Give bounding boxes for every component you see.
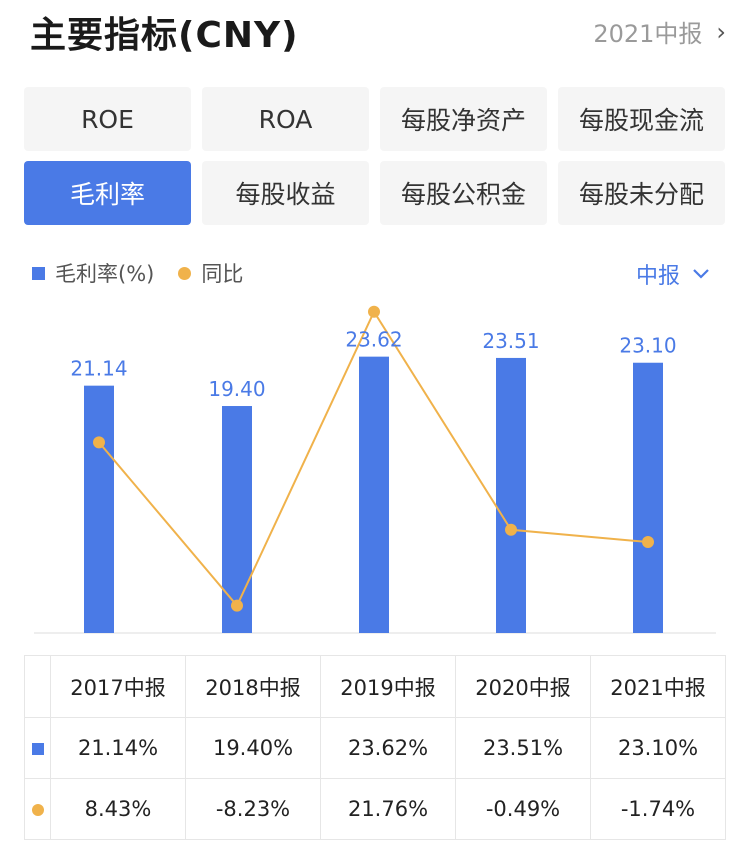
chevron-right-icon: › (716, 17, 726, 46)
table-row: 21.14% 19.40% 23.62% 23.51% 23.10% (24, 717, 726, 779)
table-cell: 8.43% (50, 778, 186, 840)
table-row: 8.43% -8.23% 21.76% -0.49% -1.74% (24, 778, 726, 840)
table-cell: -1.74% (590, 778, 726, 840)
gross-margin-chart: 21.14 19.40 23.62 23.51 23.10 (34, 305, 716, 634)
table-cell: -0.49% (455, 778, 591, 840)
tab-bvps[interactable]: 每股净资产 (380, 87, 547, 151)
period-dropdown[interactable]: 中报 (636, 258, 710, 290)
table-header-row: 2017中报 2018中报 2019中报 2020中报 2021中报 (24, 655, 726, 718)
table-header-cell: 2017中报 (50, 655, 186, 718)
table-header-cell: 2019中报 (320, 655, 456, 718)
gross-margin-bar (84, 385, 114, 633)
table-cell: 23.10% (590, 717, 726, 779)
tab-eps[interactable]: 每股收益 (202, 161, 369, 225)
page-title: 主要指标(CNY) (30, 15, 299, 56)
bar-legend-label: 毛利率(%) (55, 262, 155, 286)
period-dropdown-label: 中报 (635, 264, 680, 289)
tab-roe[interactable]: ROE (24, 87, 191, 151)
tab-gross-margin[interactable]: 毛利率 (24, 161, 191, 225)
report-period-link[interactable]: 2021中报 › (593, 14, 726, 49)
bar-value-label: 23.51 (482, 329, 539, 353)
yoy-point (93, 436, 105, 449)
bar-marker-icon (31, 743, 44, 755)
gross-margin-bar (496, 357, 526, 633)
gross-margin-bar (222, 406, 252, 633)
bar-value-label: 23.10 (619, 334, 676, 358)
chevron-down-icon (692, 264, 710, 285)
table-cell: 21.76% (320, 778, 456, 840)
table-header-cell: 2021中报 (590, 655, 726, 718)
yoy-point (505, 523, 517, 536)
table-cell: 21.14% (50, 717, 186, 779)
table-cell: 23.62% (320, 717, 456, 779)
line-legend-swatch (178, 266, 192, 280)
table-cell: 19.40% (185, 717, 321, 779)
row-marker-cell (24, 717, 51, 779)
gross-margin-bar (633, 362, 663, 633)
bar-legend-swatch (32, 266, 45, 280)
yoy-point (231, 599, 243, 612)
table-header-cell: 2020中报 (455, 655, 591, 718)
row-marker-cell (24, 778, 51, 840)
tab-capital-reserve[interactable]: 每股公积金 (380, 161, 547, 225)
table-header-cell (24, 655, 51, 718)
gross-margin-bar (359, 356, 389, 633)
dot-marker-icon (31, 804, 44, 816)
bar-value-label: 21.14 (70, 357, 127, 381)
yoy-point (368, 305, 380, 318)
tab-cfps[interactable]: 每股现金流 (558, 87, 725, 151)
table-cell: 23.51% (455, 717, 591, 779)
header: 主要指标(CNY) 2021中报 › (30, 6, 726, 56)
table-cell: -8.23% (185, 778, 321, 840)
tab-undistributed[interactable]: 每股未分配 (558, 161, 725, 225)
bar-value-label: 19.40 (208, 377, 265, 401)
chart-legend: 毛利率(%) 同比 (32, 258, 243, 288)
data-table: 2017中报 2018中报 2019中报 2020中报 2021中报 21.14… (24, 655, 726, 840)
yoy-point (642, 536, 654, 549)
report-period-label: 2021中报 (593, 20, 703, 48)
table-header-cell: 2018中报 (185, 655, 321, 718)
bar-value-label: 23.62 (345, 328, 402, 352)
tab-roa[interactable]: ROA (202, 87, 369, 151)
line-legend-label: 同比 (201, 262, 244, 286)
